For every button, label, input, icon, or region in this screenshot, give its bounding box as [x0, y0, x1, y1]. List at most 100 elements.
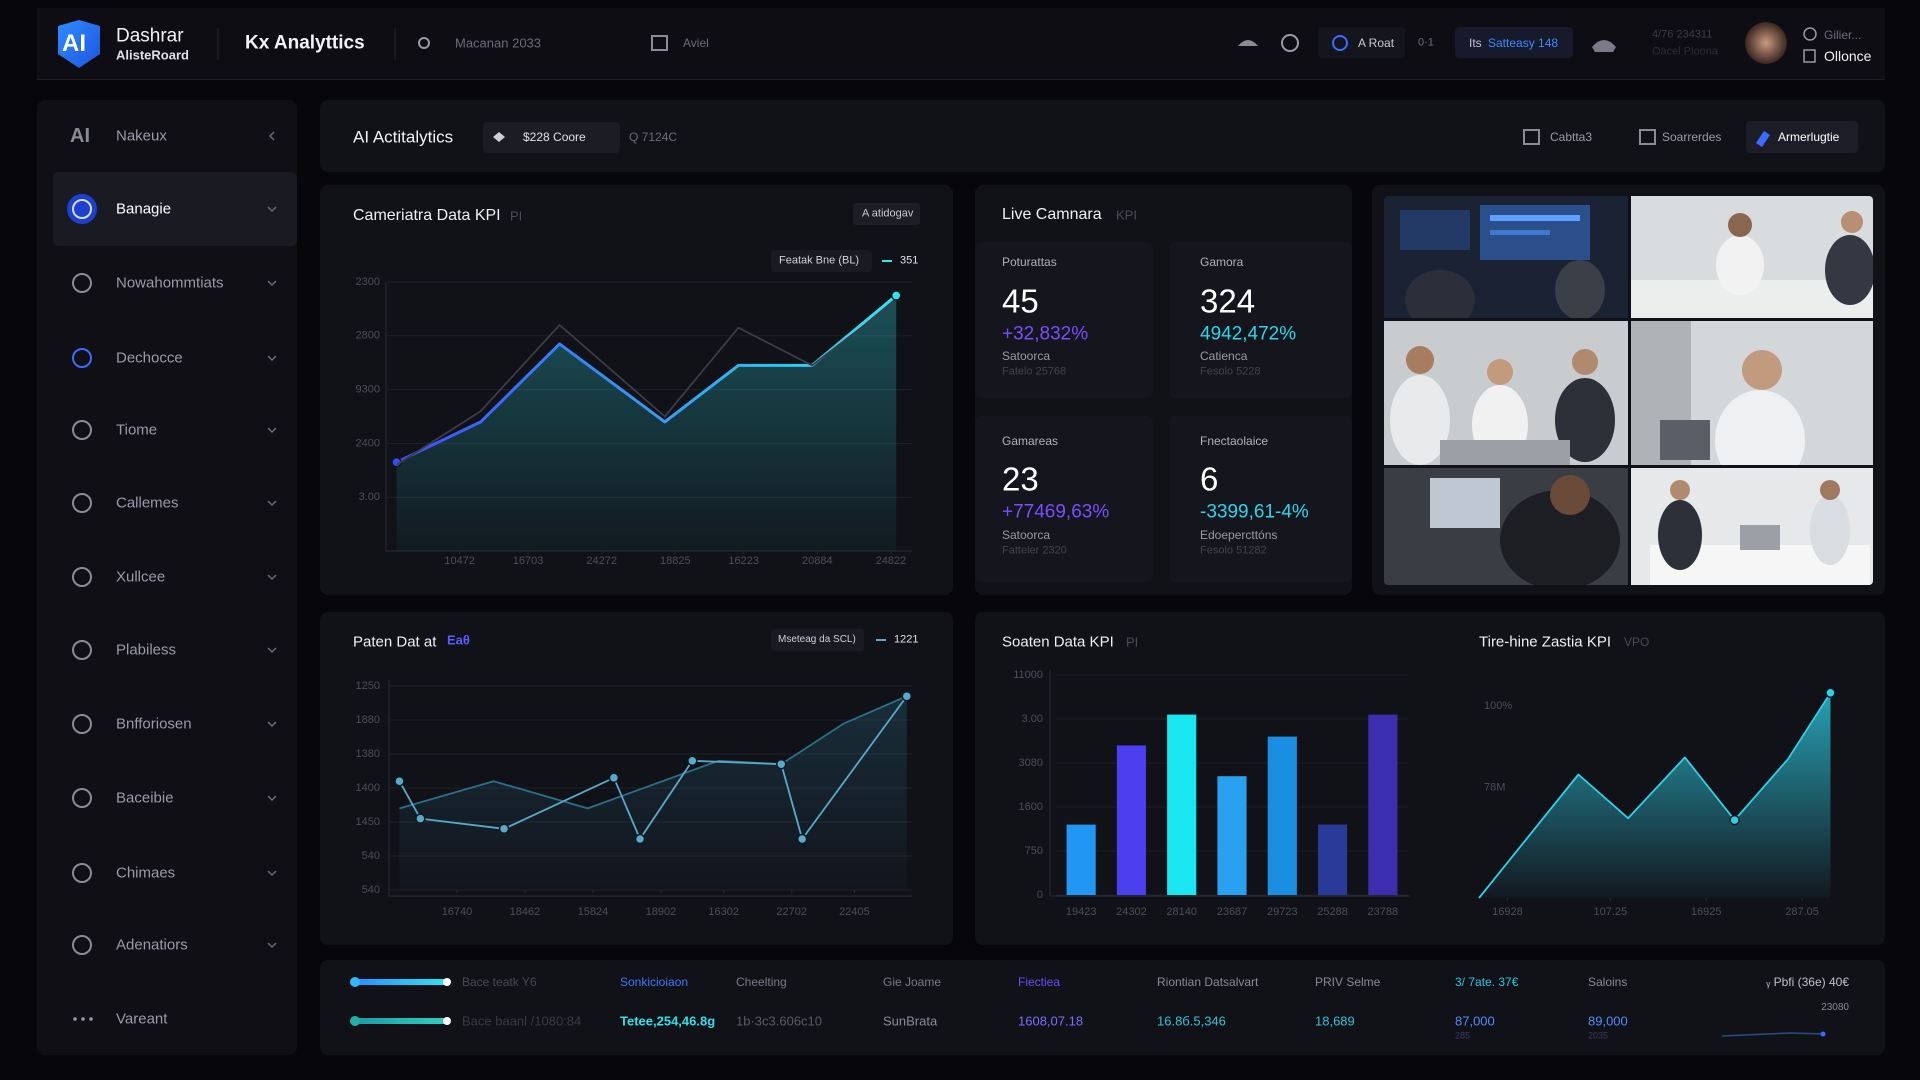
- y-tick-label: 1380: [356, 748, 380, 760]
- nav-label[interactable]: Bnfforiosen: [116, 715, 192, 733]
- toolbar-pill[interactable]: [483, 122, 620, 153]
- progress-knob: [443, 978, 451, 986]
- card-tag: KPI: [1116, 207, 1137, 223]
- kpi-tile: [1169, 416, 1352, 582]
- footer-value: Bace baanl /1080:84: [462, 1013, 582, 1029]
- nav-icon: [72, 273, 92, 293]
- kpi-change: +32,832%: [1002, 323, 1089, 345]
- photo-detail: [1440, 440, 1570, 465]
- progress-bar: [353, 979, 449, 985]
- x-tick-label: 16928: [1492, 906, 1523, 918]
- card-tag: PI: [1126, 634, 1139, 650]
- photo-detail: [1670, 480, 1690, 500]
- calendar-icon[interactable]: [651, 35, 668, 51]
- kpi-note: Fesolo 51282: [1200, 544, 1267, 557]
- nav-label[interactable]: Baceibie: [116, 789, 174, 807]
- tab-icon[interactable]: [1639, 129, 1656, 145]
- view[interactable]: Aviel: [683, 36, 709, 50]
- toolbar-pill-label[interactable]: $228 Coore: [523, 130, 586, 144]
- pill-label[interactable]: Satteasy 148: [1488, 36, 1559, 50]
- cloud-icon[interactable]: [1238, 40, 1258, 46]
- bar: [1217, 776, 1247, 895]
- nav-icon: [72, 640, 92, 660]
- footer-head: 3/ 7ate. 37€: [1455, 975, 1519, 989]
- nav-chevron: [267, 795, 277, 802]
- tab-icon[interactable]: [1756, 131, 1770, 147]
- bar: [1267, 736, 1297, 895]
- tab-label[interactable]: Armerlugtie: [1778, 130, 1840, 144]
- nav-label[interactable]: Callemes: [116, 494, 179, 512]
- y-tick-label: 540: [362, 884, 380, 896]
- nav-label[interactable]: Banagie: [116, 200, 172, 218]
- nav-chevron: [267, 870, 277, 877]
- device-icon: [1803, 49, 1816, 63]
- y-tick-label: 1250: [356, 680, 380, 692]
- footer-value: 16.8б.5,346: [1157, 1013, 1226, 1029]
- marker: [687, 755, 698, 767]
- nav-label[interactable]: Dechocce: [116, 349, 183, 367]
- nav-icon: [72, 935, 92, 955]
- tab-label[interactable]: Cabtta3: [1550, 130, 1593, 144]
- footer-value: 87,000: [1455, 1013, 1495, 1029]
- tab-icon[interactable]: [1523, 129, 1540, 145]
- photo-detail: [1390, 375, 1450, 465]
- progress-knob: [443, 1017, 451, 1025]
- nav-icon: [72, 420, 92, 440]
- nav-icon: [72, 493, 92, 513]
- nav-chevron: [267, 500, 277, 507]
- x-tick-label: 18825: [660, 555, 691, 567]
- marker: [776, 758, 787, 770]
- nav-label[interactable]: Chimaes: [116, 864, 176, 882]
- nav-label[interactable]: Vareant: [116, 1010, 168, 1028]
- x-tick-label: 24272: [586, 555, 617, 567]
- sparkline-dot: [1820, 1031, 1826, 1037]
- date: Macanan 2033: [455, 35, 542, 51]
- photo-detail: [1500, 490, 1620, 585]
- user-name[interactable]: Ollonce: [1824, 48, 1872, 64]
- photo-detail: [1820, 480, 1840, 500]
- avatar[interactable]: [1745, 22, 1787, 64]
- nav-label[interactable]: Tiome: [116, 421, 158, 439]
- button-count: 0·1: [1418, 36, 1434, 49]
- help-icon[interactable]: [1281, 34, 1299, 52]
- nav-icon: [72, 863, 92, 883]
- nav-label[interactable]: Nowahommtiats: [116, 274, 224, 292]
- photo-detail: [1550, 475, 1590, 515]
- nav-icon: [72, 348, 92, 368]
- nav-icon: [72, 788, 92, 808]
- button-label[interactable]: A Roat: [1358, 36, 1395, 50]
- card-tag: VPO: [1624, 635, 1650, 649]
- y-tick-label: 11000: [1013, 669, 1043, 681]
- x-tick-label: 16302: [708, 906, 739, 918]
- nav-label[interactable]: Nakeux: [116, 127, 167, 145]
- legend-label: Featak Bne (BL): [779, 254, 860, 267]
- photo-detail: [1810, 495, 1850, 565]
- footer-sub: 285: [1455, 1030, 1471, 1041]
- nav-label[interactable]: Plabiless: [116, 641, 177, 659]
- nav-label[interactable]: Adenatiors: [116, 936, 188, 954]
- tab-label[interactable]: Soarrerdes: [1662, 130, 1722, 144]
- legend-pill: [771, 629, 864, 651]
- photo-detail: [1572, 349, 1598, 375]
- top-bar: [37, 8, 1885, 80]
- kpi-change: +77469,63%: [1002, 501, 1110, 523]
- footer-value: 1b·3c3.606c10: [736, 1013, 823, 1029]
- meta: 4/76 234311: [1652, 28, 1713, 41]
- kpi-value: 324: [1200, 282, 1256, 320]
- pill-prefix[interactable]: Its: [1469, 36, 1482, 50]
- pill[interactable]: [1455, 27, 1573, 58]
- x-tick-label: 19423: [1066, 906, 1097, 918]
- footer-head: Bace teatk Y6: [462, 975, 537, 989]
- pill-icon: [493, 132, 505, 142]
- x-tick-label: 16703: [513, 555, 544, 567]
- x-tick-label: 15824: [578, 906, 609, 918]
- legend-value: 351: [900, 254, 919, 267]
- card-title: Paten Dat at: [353, 633, 437, 651]
- footer-value: Tetee,254,46.8g: [620, 1013, 716, 1029]
- card-tag: PI: [510, 208, 523, 224]
- car-icon[interactable]: [1592, 40, 1616, 52]
- nav-icon: [72, 199, 92, 219]
- search[interactable]: Q 7124C: [629, 130, 678, 144]
- nav-label[interactable]: Xullcee: [116, 568, 166, 586]
- bar: [1368, 714, 1398, 895]
